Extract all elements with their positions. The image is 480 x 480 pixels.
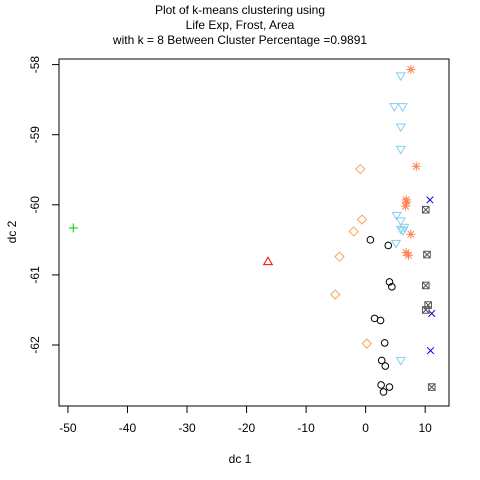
data-point	[404, 250, 414, 260]
data-point	[427, 383, 436, 391]
data-point	[366, 236, 375, 244]
data-point	[379, 388, 388, 396]
y-tick-label: -61	[28, 266, 42, 284]
y-axis-title: dc 2	[5, 220, 19, 244]
plot-frame	[58, 58, 450, 407]
data-points	[68, 65, 436, 396]
data-point	[423, 250, 431, 259]
data-point	[334, 251, 345, 262]
data-point	[388, 283, 396, 291]
data-point	[356, 214, 368, 225]
data-point	[389, 103, 400, 112]
x-axis-title: dc 1	[228, 452, 252, 466]
series-diamond	[330, 163, 373, 349]
x-tick-label: -40	[119, 421, 137, 435]
series-triangle-down	[389, 72, 410, 366]
data-point	[355, 163, 366, 175]
data-point	[384, 241, 393, 250]
data-point	[426, 196, 434, 204]
x-tick-label: 0	[362, 421, 369, 435]
series-boxed-x	[421, 205, 436, 391]
data-point	[411, 161, 421, 171]
chart-title-line-1: Plot of k-means clustering using	[154, 3, 326, 17]
data-point	[330, 289, 341, 300]
series-asterisk	[401, 65, 421, 260]
data-point	[421, 306, 430, 314]
y-axis: -58 -59 -60 -61 -62	[28, 56, 59, 354]
y-tick-label: -62	[28, 336, 42, 354]
series-plus	[68, 223, 78, 233]
data-point	[406, 229, 416, 239]
data-point	[397, 103, 408, 112]
data-point	[397, 227, 409, 237]
x-tick-label: -20	[238, 421, 256, 435]
x-tick-label: 10	[419, 421, 433, 435]
series-x	[426, 196, 436, 355]
series-circle	[366, 236, 396, 396]
chart-title-line-3: with k = 8 Between Cluster Percentage =0…	[112, 33, 368, 47]
data-point	[401, 201, 411, 211]
data-point	[390, 239, 402, 249]
data-point	[385, 383, 394, 391]
data-point	[395, 225, 406, 235]
data-point	[406, 65, 416, 75]
x-tick-label: -30	[178, 421, 196, 435]
data-point	[361, 338, 373, 349]
data-point	[380, 339, 389, 347]
data-point	[381, 362, 390, 370]
data-point	[395, 356, 406, 366]
x-axis: -50 -40 -30 -20 -10 0 10	[59, 406, 432, 435]
data-point	[385, 278, 394, 286]
x-tick-label: -50	[59, 421, 77, 435]
y-tick-label: -59	[28, 126, 42, 144]
x-tick-label: -10	[297, 421, 315, 435]
data-point	[377, 381, 385, 389]
chart-title-line-2: Life Exp, Frost, Area	[185, 18, 295, 32]
y-tick-label: -60	[28, 196, 42, 214]
data-point	[68, 223, 78, 233]
data-point	[421, 281, 430, 290]
data-point	[424, 301, 432, 309]
data-point	[377, 356, 386, 365]
data-point	[262, 256, 274, 266]
data-point	[421, 205, 430, 214]
data-point	[395, 145, 406, 155]
data-point	[395, 72, 406, 82]
y-tick-label: -58	[28, 56, 42, 74]
data-point	[391, 211, 402, 221]
series-triangle	[262, 256, 274, 266]
data-point	[395, 123, 406, 133]
data-point	[376, 316, 385, 325]
data-point	[395, 217, 406, 227]
data-point	[426, 346, 435, 355]
data-point	[348, 226, 359, 237]
